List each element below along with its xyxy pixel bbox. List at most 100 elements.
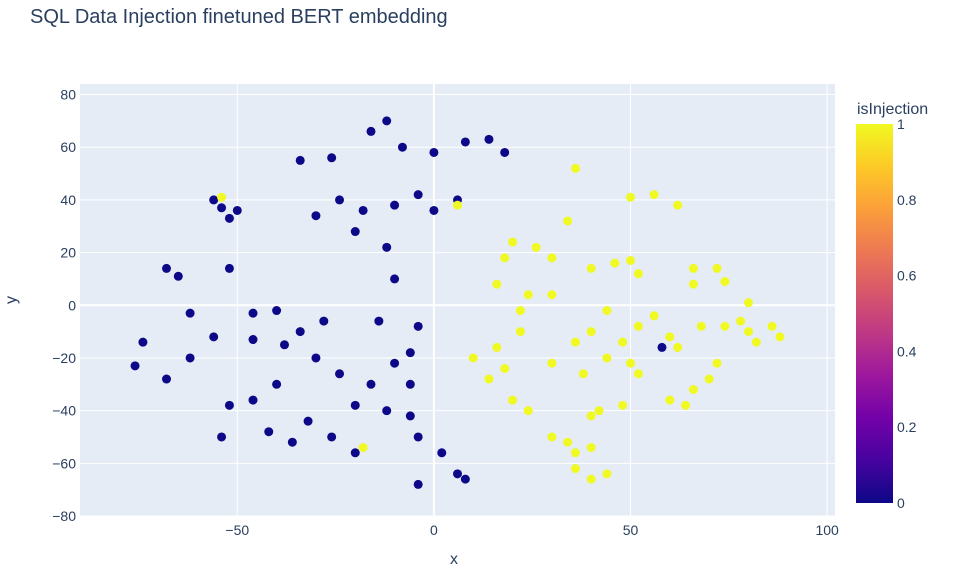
scatter-point[interactable] xyxy=(618,337,628,347)
scatter-point[interactable] xyxy=(712,263,722,273)
scatter-point[interactable] xyxy=(523,290,533,300)
scatter-point[interactable] xyxy=(248,395,258,405)
scatter-point[interactable] xyxy=(775,332,785,342)
scatter-point[interactable] xyxy=(217,432,227,442)
scatter-point[interactable] xyxy=(649,311,659,321)
scatter-point[interactable] xyxy=(405,379,415,389)
scatter-point[interactable] xyxy=(311,211,321,221)
scatter-point[interactable] xyxy=(649,190,659,200)
scatter-point[interactable] xyxy=(586,263,596,273)
scatter-point[interactable] xyxy=(751,337,761,347)
scatter-point[interactable] xyxy=(570,464,580,474)
scatter-point[interactable] xyxy=(484,374,494,384)
scatter-point[interactable] xyxy=(232,205,242,215)
scatter-point[interactable] xyxy=(720,277,730,287)
scatter-point[interactable] xyxy=(688,279,698,289)
scatter-point[interactable] xyxy=(405,348,415,358)
scatter-point[interactable] xyxy=(602,469,612,479)
scatter-point[interactable] xyxy=(358,443,368,453)
scatter-point[interactable] xyxy=(492,342,502,352)
scatter-point[interactable] xyxy=(673,342,683,352)
scatter-point[interactable] xyxy=(594,406,604,416)
scatter-point[interactable] xyxy=(327,432,337,442)
scatter-point[interactable] xyxy=(570,448,580,458)
scatter-point[interactable] xyxy=(272,379,282,389)
scatter-point[interactable] xyxy=(453,469,462,479)
scatter-point[interactable] xyxy=(500,363,510,373)
scatter-point[interactable] xyxy=(303,416,313,426)
scatter-point[interactable] xyxy=(350,227,360,237)
scatter-point[interactable] xyxy=(162,263,172,273)
scatter-point[interactable] xyxy=(767,321,777,331)
scatter-point[interactable] xyxy=(311,353,321,363)
scatter-point[interactable] xyxy=(287,437,297,447)
scatter-point[interactable] xyxy=(217,192,227,202)
scatter-point[interactable] xyxy=(515,327,525,337)
scatter-point[interactable] xyxy=(224,263,234,273)
scatter-point[interactable] xyxy=(350,448,360,458)
scatter-point[interactable] xyxy=(382,116,392,126)
scatter-point[interactable] xyxy=(633,369,643,379)
scatter-point[interactable] xyxy=(279,340,289,350)
scatter-point[interactable] xyxy=(138,337,148,347)
scatter-point[interactable] xyxy=(626,192,636,202)
scatter-point[interactable] xyxy=(390,358,400,368)
scatter-point[interactable] xyxy=(217,203,227,213)
scatter-point[interactable] xyxy=(626,358,636,368)
scatter-point[interactable] xyxy=(382,406,392,416)
scatter-point[interactable] xyxy=(586,411,596,421)
scatter-point[interactable] xyxy=(673,200,683,210)
scatter-point[interactable] xyxy=(696,321,706,331)
scatter-point[interactable] xyxy=(185,353,195,363)
scatter-point[interactable] xyxy=(492,279,502,289)
scatter-point[interactable] xyxy=(500,147,510,157)
scatter-point[interactable] xyxy=(586,443,596,453)
scatter-point[interactable] xyxy=(460,137,470,147)
scatter-point[interactable] xyxy=(264,427,274,437)
scatter-point[interactable] xyxy=(374,316,384,326)
scatter-point[interactable] xyxy=(335,195,345,205)
scatter-point[interactable] xyxy=(248,308,258,318)
scatter-point[interactable] xyxy=(413,432,423,442)
scatter-point[interactable] xyxy=(570,163,580,173)
scatter-point[interactable] xyxy=(224,213,234,223)
scatter-point[interactable] xyxy=(657,342,667,352)
scatter-point[interactable] xyxy=(610,258,620,268)
scatter-point[interactable] xyxy=(515,306,525,316)
scatter-point[interactable] xyxy=(413,190,423,200)
scatter-point[interactable] xyxy=(547,253,557,263)
scatter-point[interactable] xyxy=(547,432,557,442)
scatter-point[interactable] xyxy=(130,361,140,371)
scatter-point[interactable] xyxy=(688,263,698,273)
scatter-point[interactable] xyxy=(185,308,195,318)
scatter-point[interactable] xyxy=(743,298,753,308)
scatter-point[interactable] xyxy=(397,142,407,152)
scatter-point[interactable] xyxy=(681,400,691,410)
scatter-point[interactable] xyxy=(743,327,753,337)
scatter-point[interactable] xyxy=(563,437,573,447)
scatter-point[interactable] xyxy=(358,205,368,215)
scatter-point[interactable] xyxy=(570,337,580,347)
scatter-point[interactable] xyxy=(563,216,573,226)
scatter-point[interactable] xyxy=(390,274,400,284)
scatter-point[interactable] xyxy=(602,353,612,363)
scatter-point[interactable] xyxy=(248,335,258,345)
scatter-point[interactable] xyxy=(500,253,510,263)
scatter-point[interactable] xyxy=(295,327,305,337)
scatter-point[interactable] xyxy=(665,395,675,405)
scatter-point[interactable] xyxy=(209,195,219,205)
scatter-point[interactable] xyxy=(531,242,541,252)
scatter-point[interactable] xyxy=(468,353,478,363)
scatter-point[interactable] xyxy=(523,406,533,416)
scatter-point[interactable] xyxy=(586,327,596,337)
scatter-point[interactable] xyxy=(633,321,643,331)
scatter-point[interactable] xyxy=(327,153,337,163)
scatter-point[interactable] xyxy=(547,290,557,300)
scatter-point[interactable] xyxy=(413,479,423,489)
scatter-point[interactable] xyxy=(224,400,234,410)
scatter-point[interactable] xyxy=(633,269,643,279)
scatter-point[interactable] xyxy=(618,400,628,410)
scatter-point[interactable] xyxy=(437,448,447,458)
scatter-point[interactable] xyxy=(382,242,392,252)
scatter-point[interactable] xyxy=(295,155,305,165)
